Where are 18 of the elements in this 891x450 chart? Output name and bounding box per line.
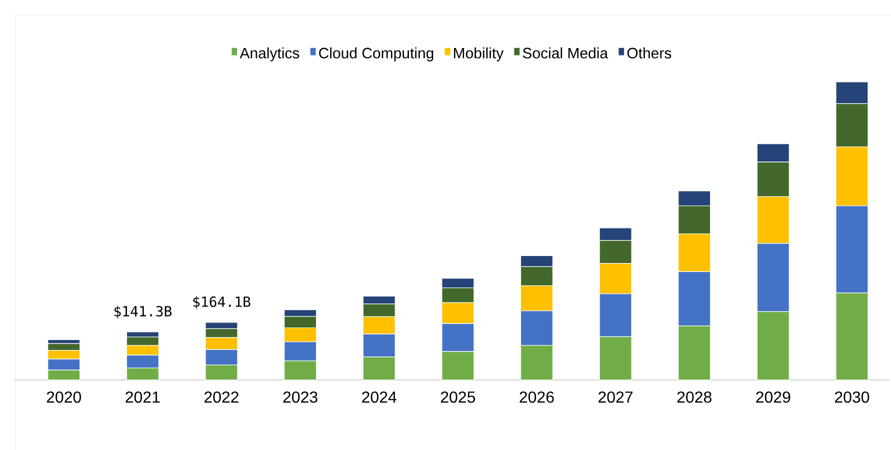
x-tick-label: 2029 xyxy=(756,391,790,403)
x-tick-label: 2025 xyxy=(440,391,476,403)
legend-label: Analytics xyxy=(240,47,300,62)
x-tick-label: 2028 xyxy=(677,391,712,403)
annotation: $141.3B xyxy=(114,306,172,318)
x-tick-label: 2023 xyxy=(283,391,318,403)
x-tick-label: 2030 xyxy=(834,391,870,403)
legend-label: Social Media xyxy=(522,47,608,58)
x-tick-label: 2026 xyxy=(520,391,554,403)
x-tick-label: 2024 xyxy=(362,391,396,403)
legend-label: Cloud Computing xyxy=(319,47,434,62)
legend-label: Mobility xyxy=(454,47,504,62)
x-tick-label: 2022 xyxy=(204,391,238,403)
x-tick-label: 2020 xyxy=(46,391,82,403)
annotation: $164.1B xyxy=(193,296,250,309)
x-tick-label: 2021 xyxy=(126,391,160,403)
x-tick-label: 2027 xyxy=(598,391,633,403)
legend-label: Others xyxy=(627,47,672,58)
